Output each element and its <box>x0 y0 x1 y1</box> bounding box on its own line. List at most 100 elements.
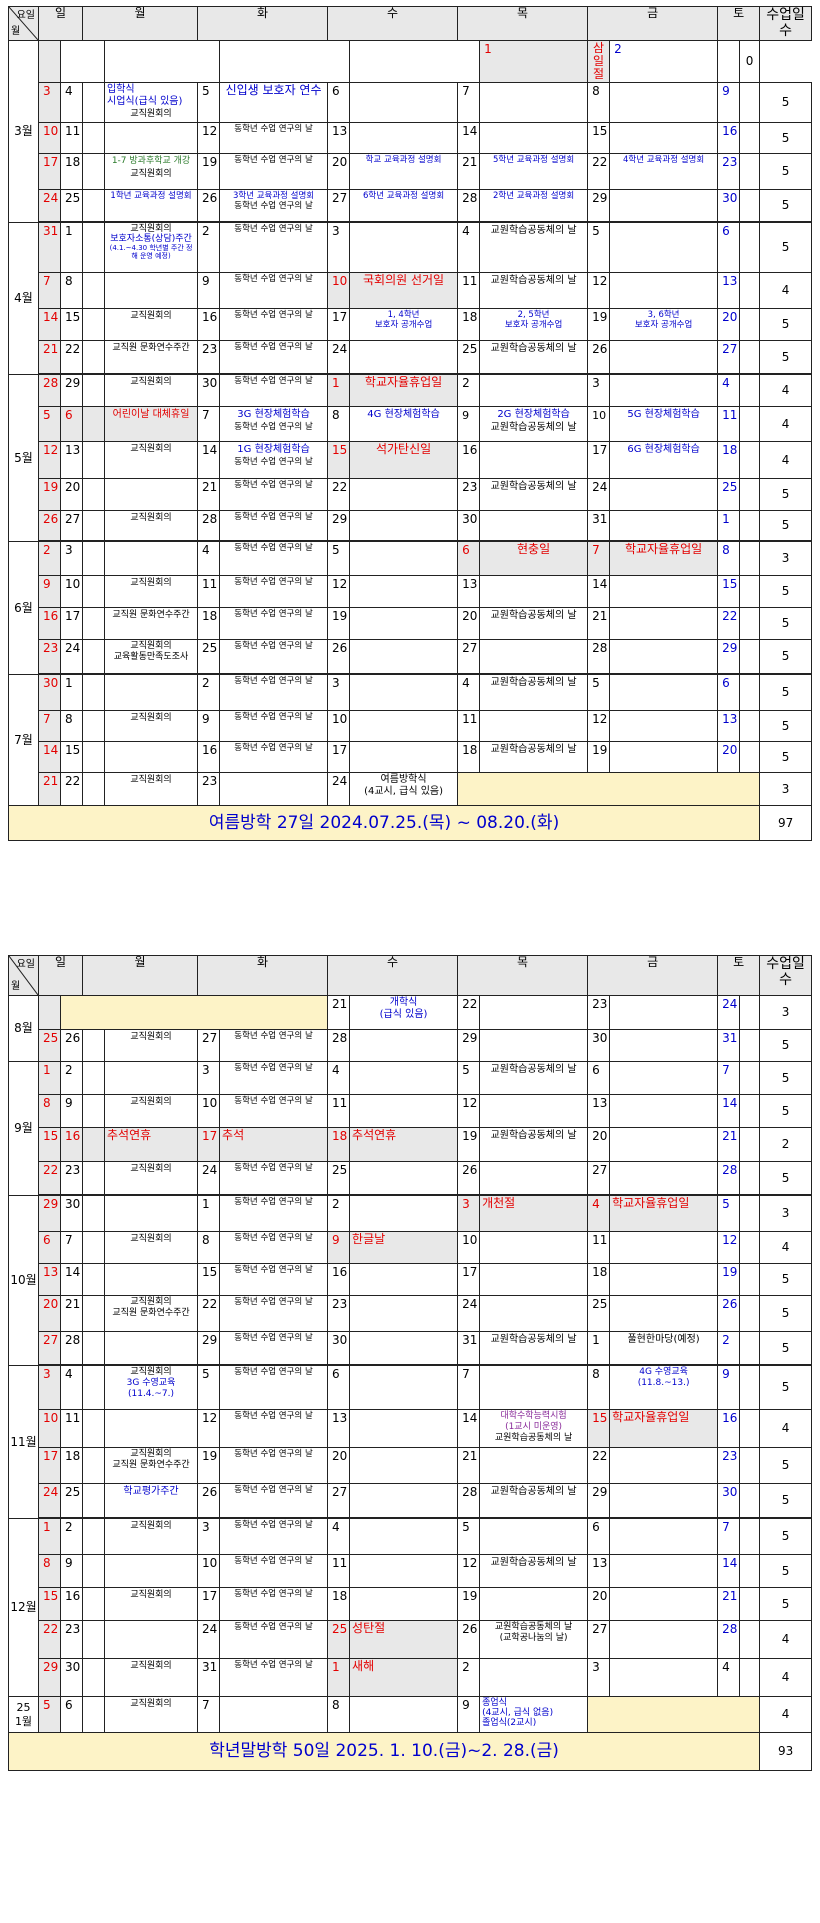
day-number: 23 <box>717 1447 741 1484</box>
day-event: 교원학습공동체의 날 <box>479 1127 589 1162</box>
day-number: 27 <box>38 1331 61 1365</box>
day-number: 21 <box>327 995 351 1030</box>
day-number: 25 <box>327 1161 351 1195</box>
calendar-cell <box>609 1295 719 1332</box>
day-number: 8 <box>587 82 611 123</box>
header-mon: 월 <box>82 6 199 41</box>
corner-header: 요일 월 <box>8 955 39 996</box>
day-event: 3, 6학년 보호자 공개수업 <box>609 308 719 341</box>
day-event: 동학년 수업 연구의 날 <box>219 1658 329 1697</box>
day-event: 동학년 수업 연구의 날 <box>219 674 329 711</box>
class-day-count: 5 <box>759 1365 813 1410</box>
calendar-cell <box>587 1696 761 1733</box>
calendar-cell <box>739 478 761 511</box>
day-number: 19 <box>717 1263 741 1296</box>
class-day-count: 5 <box>759 1094 813 1128</box>
day-number: 3 <box>327 222 351 273</box>
day-number: 17 <box>457 1263 481 1296</box>
day-number: 3 <box>38 82 61 123</box>
class-day-count: 5 <box>759 189 813 222</box>
day-event: 3학년 교육과정 설명회 동학년 수업 연구의 날 <box>219 189 329 222</box>
day-number: 12 <box>587 272 611 309</box>
day-number: 18 <box>327 1587 351 1621</box>
day-number: 11 <box>587 1231 611 1264</box>
day-number: 20 <box>587 1587 611 1621</box>
day-number: 12 <box>457 1554 481 1588</box>
day-number: 20 <box>717 741 741 773</box>
calendar-cell <box>739 1195 761 1232</box>
calendar-cell <box>739 1295 761 1332</box>
day-event: 교원학습공동체의 날 <box>479 272 589 309</box>
day-number: 13 <box>457 575 481 608</box>
day-event: 2G 현장체험학습 교원학습공동체의 날 <box>479 406 589 442</box>
day-number: 12 <box>197 1409 221 1448</box>
day-number: 22 <box>717 607 741 640</box>
day-number: 18 <box>327 1127 351 1162</box>
day-event: 동학년 수업 연구의 날 <box>219 1029 329 1062</box>
calendar-cell <box>82 510 106 541</box>
day-event: 4G 현장체험학습 <box>349 406 459 442</box>
calendar-cell <box>82 1331 106 1365</box>
day-number: 20 <box>327 153 351 190</box>
class-day-count: 5 <box>759 153 813 190</box>
day-number: 5 <box>197 82 221 123</box>
day-number: 3 <box>457 1195 481 1232</box>
calendar-cell <box>479 1161 589 1195</box>
class-day-count: 4 <box>759 1231 813 1264</box>
day-number: 2 <box>59 1061 84 1095</box>
calendar-cell <box>609 1161 719 1195</box>
day-number: 13 <box>327 122 351 154</box>
day-event: 교직원회의 <box>104 1658 199 1697</box>
day-number: 23 <box>457 478 481 511</box>
day-number: 13 <box>38 1263 61 1296</box>
calendar-cell <box>609 1029 719 1062</box>
day-event: 교원학습공동체의 날 <box>479 478 589 511</box>
day-number: 30 <box>38 674 61 711</box>
calendar-cell <box>349 1409 459 1448</box>
day-event: 5학년 교육과정 설명회 <box>479 153 589 190</box>
event-text: (4.1.~4.30 학년별 주간 정해 운영 예정) <box>109 244 193 260</box>
calendar-cell <box>609 82 719 123</box>
calendar-cell <box>349 1518 459 1555</box>
day-number: 1 <box>587 1331 611 1365</box>
day-number: 7 <box>197 1696 221 1733</box>
calendar-cell <box>82 1518 106 1555</box>
day-event: 4학년 교육과정 설명회 <box>609 153 719 190</box>
calendar-cell <box>349 1587 459 1621</box>
day-event: 교원학습공동체의 날 <box>479 607 589 640</box>
day-event: 교원학습공동체의 날 <box>479 340 589 374</box>
day-number: 21 <box>59 1295 84 1332</box>
day-number: 5 <box>457 1061 481 1095</box>
calendar-cell <box>82 1029 106 1062</box>
day-number: 24 <box>38 189 61 222</box>
calendar-cell <box>349 639 459 674</box>
day-number: 14 <box>717 1554 741 1588</box>
month-label: 12월 <box>8 1518 39 1697</box>
day-number: 23 <box>59 1161 84 1195</box>
day-number: 2 <box>717 1331 741 1365</box>
calendar-cell <box>349 741 459 773</box>
calendar-cell <box>82 741 106 773</box>
day-event: 학교평가주간 <box>104 1483 199 1518</box>
day-number: 12 <box>327 575 351 608</box>
calendar-cell <box>739 1161 761 1195</box>
day-number: 25 <box>587 1295 611 1332</box>
class-day-count: 4 <box>759 441 813 479</box>
event-text: 교직원 문화연수주간 <box>112 1308 190 1318</box>
day-number: 4 <box>59 82 84 123</box>
day-number: 5 <box>587 674 611 711</box>
day-number: 19 <box>38 478 61 511</box>
day-number: 15 <box>59 741 84 773</box>
calendar-cell <box>349 1094 459 1128</box>
day-event: 교직원회의 <box>104 1231 199 1264</box>
class-day-count: 5 <box>759 1483 813 1518</box>
day-number: 6 <box>587 1061 611 1095</box>
day-number: 13 <box>717 710 741 742</box>
calendar-cell <box>104 741 199 773</box>
calendar-cell <box>609 189 719 222</box>
day-number: 24 <box>197 1620 221 1659</box>
calendar-cell <box>479 1365 589 1410</box>
calendar-cell <box>82 1587 106 1621</box>
class-day-count: 4 <box>759 406 813 442</box>
day-number: 8 <box>59 710 84 742</box>
